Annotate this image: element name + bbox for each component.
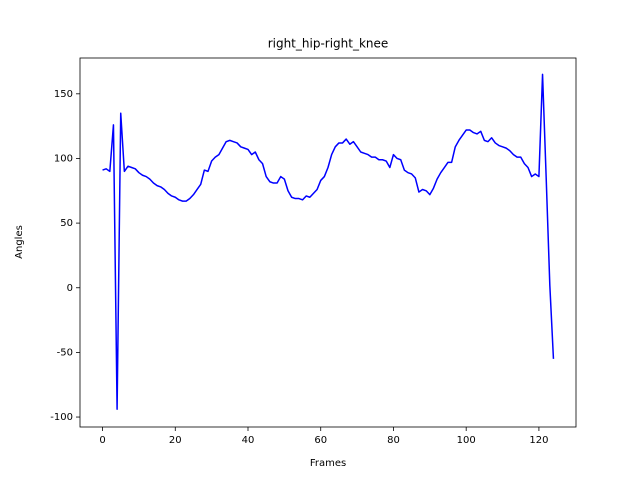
y-tick-label: 0 [67, 283, 73, 294]
y-tick-label: 150 [54, 89, 73, 100]
y-tick-label: -100 [50, 412, 73, 423]
y-tick-label: 100 [54, 153, 73, 164]
x-tick-label: 60 [314, 435, 327, 446]
x-axis-label: Frames [310, 458, 346, 469]
x-tick-label: 0 [99, 435, 105, 446]
x-tick-label: 80 [387, 435, 400, 446]
y-tick-label: -50 [57, 347, 73, 358]
x-tick-label: 100 [457, 435, 476, 446]
line [102, 73, 555, 411]
y-tick-label: 50 [60, 218, 73, 229]
chart-title: right_hip-right_knee [268, 37, 389, 51]
x-tick-label: 40 [242, 435, 255, 446]
x-tick-label: 20 [169, 435, 182, 446]
x-tick-label: 120 [529, 435, 548, 446]
y-axis-label: Angles [14, 225, 25, 259]
plot-frame [79, 57, 577, 428]
